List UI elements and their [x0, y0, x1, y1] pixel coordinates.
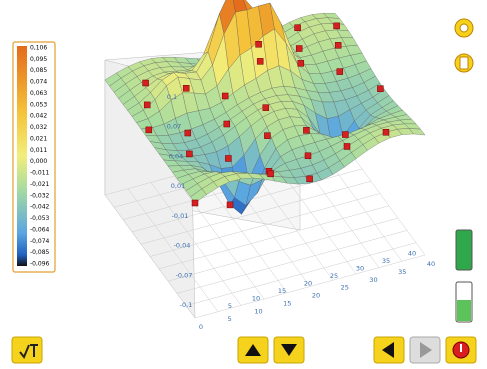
sample-point: [255, 41, 262, 48]
colorbar-label: 0,085: [30, 67, 47, 74]
sample-point: [264, 132, 271, 139]
z-axis-label: -0,1: [180, 301, 193, 309]
y-axis-label: 20: [304, 280, 312, 288]
sample-point: [304, 152, 312, 159]
sample-point: [343, 143, 351, 150]
sample-point: [377, 85, 384, 92]
labels: 0,106 0,095 0,085 0,074 0,063 0,053 0,042 0,032…: [30, 45, 435, 332]
colorbar-label: -0,032: [30, 192, 50, 199]
down-arrow: [281, 344, 297, 356]
right-arrow: [420, 342, 432, 358]
power-glyph: [460, 344, 462, 352]
x-axis-label: 40: [427, 260, 435, 268]
sample-point: [382, 129, 390, 136]
colorbar-label: 0,074: [30, 79, 47, 86]
sample-point: [267, 170, 274, 178]
sample-point: [306, 175, 313, 183]
x-axis-label: 20: [312, 292, 320, 300]
floor-grid: [149, 193, 381, 257]
sample-point: [303, 127, 310, 134]
z-axis-label: -0,04: [174, 242, 191, 250]
x-axis-label: 5: [228, 315, 232, 323]
export-icon: [459, 56, 469, 70]
colorbar-label: 0,042: [30, 113, 47, 120]
x-axis-label: 15: [283, 299, 291, 307]
sample-point: [191, 199, 199, 207]
colorbar-label: -0,021: [30, 181, 50, 188]
sample-point: [333, 22, 340, 30]
colorbar: [17, 46, 27, 266]
colorbar-label: -0,096: [30, 261, 50, 268]
colorbar-label: 0,095: [30, 56, 47, 63]
y-axis-label: 5: [228, 302, 232, 310]
y-axis-label: 10: [252, 295, 260, 303]
colorbar-label: 0,021: [30, 135, 47, 142]
sample-point: [294, 24, 301, 31]
colorbar-label: -0,064: [30, 226, 50, 233]
y-axis-label: 40: [408, 250, 416, 258]
sample-point: [142, 79, 149, 87]
y-axis-label: 15: [278, 287, 286, 295]
sample-point: [223, 120, 231, 128]
sample-point: [262, 104, 270, 111]
colorbar-label: 0,053: [30, 101, 47, 108]
colorbar-label: 0,106: [30, 45, 47, 52]
up-arrow: [245, 344, 261, 356]
battery-level: [457, 300, 471, 321]
left-arrow: [382, 342, 394, 358]
colorbar-label: 0,032: [30, 124, 47, 131]
z-axis-label: 0,07: [167, 123, 181, 131]
sample-point: [295, 45, 303, 52]
z-axis-label: -0,07: [176, 271, 193, 279]
y-axis-label: 25: [330, 272, 338, 280]
sample-point: [336, 68, 344, 75]
z-axis-label: 0,01: [171, 182, 185, 190]
floor-grid: [140, 180, 372, 245]
x-axis-label: 10: [254, 307, 262, 315]
sample-point: [226, 201, 234, 209]
sample-point: [225, 155, 232, 162]
x-axis-label: 35: [398, 268, 406, 276]
colorbar-label: -0,074: [30, 238, 50, 245]
colorbar-label: -0,042: [30, 204, 50, 211]
y-axis-label: 35: [382, 257, 390, 265]
sample-point: [342, 131, 349, 138]
x-axis-label: 0: [199, 323, 203, 331]
sample-point: [256, 58, 264, 65]
sample-point: [184, 129, 192, 137]
sample-point: [182, 85, 190, 92]
surface-patch: [408, 128, 426, 136]
colorbar-label: -0,085: [30, 249, 50, 256]
colorbar-label: -0,053: [30, 215, 50, 222]
tool-icon: [19, 344, 38, 359]
settings-icon: [459, 23, 469, 33]
colorbar-label: 0,063: [30, 90, 47, 97]
x-axis-label: 25: [341, 284, 349, 292]
sample-point: [334, 42, 342, 49]
colorbar-label: 0,011: [30, 147, 47, 154]
sample-point: [143, 101, 151, 109]
surface: [104, 0, 426, 319]
sample-point: [145, 126, 153, 134]
z-axis-label: -0,01: [172, 212, 189, 220]
sample-point: [297, 60, 305, 67]
sample-point: [186, 150, 193, 158]
x-axis-label: 30: [369, 276, 377, 284]
z-axis-label: 0,1: [167, 93, 177, 101]
y-axis-label: 30: [356, 265, 364, 273]
sample-point: [221, 92, 229, 100]
z-axis-label: 0,04: [169, 152, 183, 160]
colorbar-label: 0,000: [30, 158, 47, 165]
battery-full: [455, 229, 473, 271]
colorbar-label: -0,011: [30, 170, 50, 177]
